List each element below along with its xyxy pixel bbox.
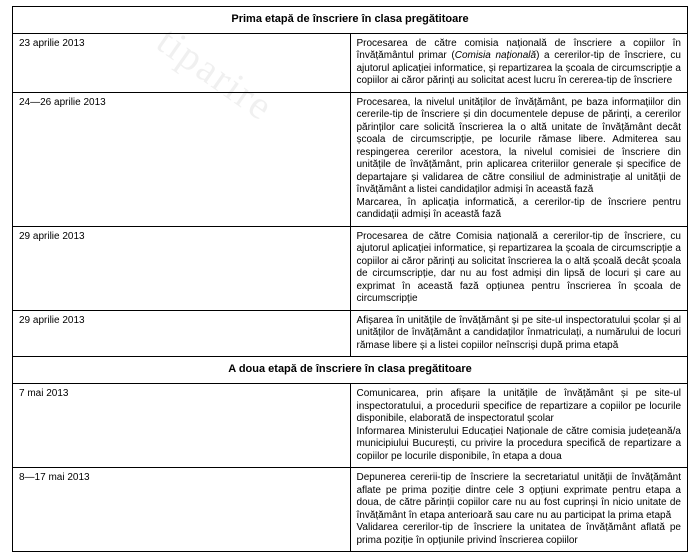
schedule-table: Prima etapă de înscriere în clasa pregăt… [12, 6, 688, 552]
date-cell: 29 aprilie 2013 [13, 310, 351, 357]
section-header-row: Prima etapă de înscriere în clasa pregăt… [13, 7, 688, 34]
text-cell: Procesarea, la nivelul unităților de înv… [350, 92, 688, 226]
section1-title: Prima etapă de înscriere în clasa pregăt… [13, 7, 688, 34]
text-cell: Procesarea de către comisia națională de… [350, 33, 688, 92]
table-row: 29 aprilie 2013 Procesarea de către Comi… [13, 226, 688, 310]
text-cell: Depunerea cererii-tip de înscriere la se… [350, 468, 688, 552]
table-row: 24—26 aprilie 2013 Procesarea, la nivelu… [13, 92, 688, 226]
section2-title: A doua etapă de înscriere în clasa pregă… [13, 357, 688, 384]
table-row: 29 aprilie 2013 Afișarea în unitățile de… [13, 310, 688, 357]
section-header-row: A doua etapă de înscriere în clasa pregă… [13, 357, 688, 384]
text-cell: Comunicarea, prin afișare la unitățile d… [350, 384, 688, 468]
date-cell: 7 mai 2013 [13, 384, 351, 468]
date-cell: 8—17 mai 2013 [13, 468, 351, 552]
table-row: 23 aprilie 2013 Procesarea de către comi… [13, 33, 688, 92]
date-cell: 29 aprilie 2013 [13, 226, 351, 310]
row1-italic: Comisia națională [455, 50, 536, 61]
date-cell: 23 aprilie 2013 [13, 33, 351, 92]
text-cell: Procesarea de către Comisia națională a … [350, 226, 688, 310]
text-cell: Afișarea în unitățile de învățământ și p… [350, 310, 688, 357]
date-cell: 24—26 aprilie 2013 [13, 92, 351, 226]
table-row: 8—17 mai 2013 Depunerea cererii-tip de î… [13, 468, 688, 552]
document-page: Prima etapă de înscriere în clasa pregăt… [0, 0, 700, 558]
table-row: 7 mai 2013 Comunicarea, prin afișare la … [13, 384, 688, 468]
